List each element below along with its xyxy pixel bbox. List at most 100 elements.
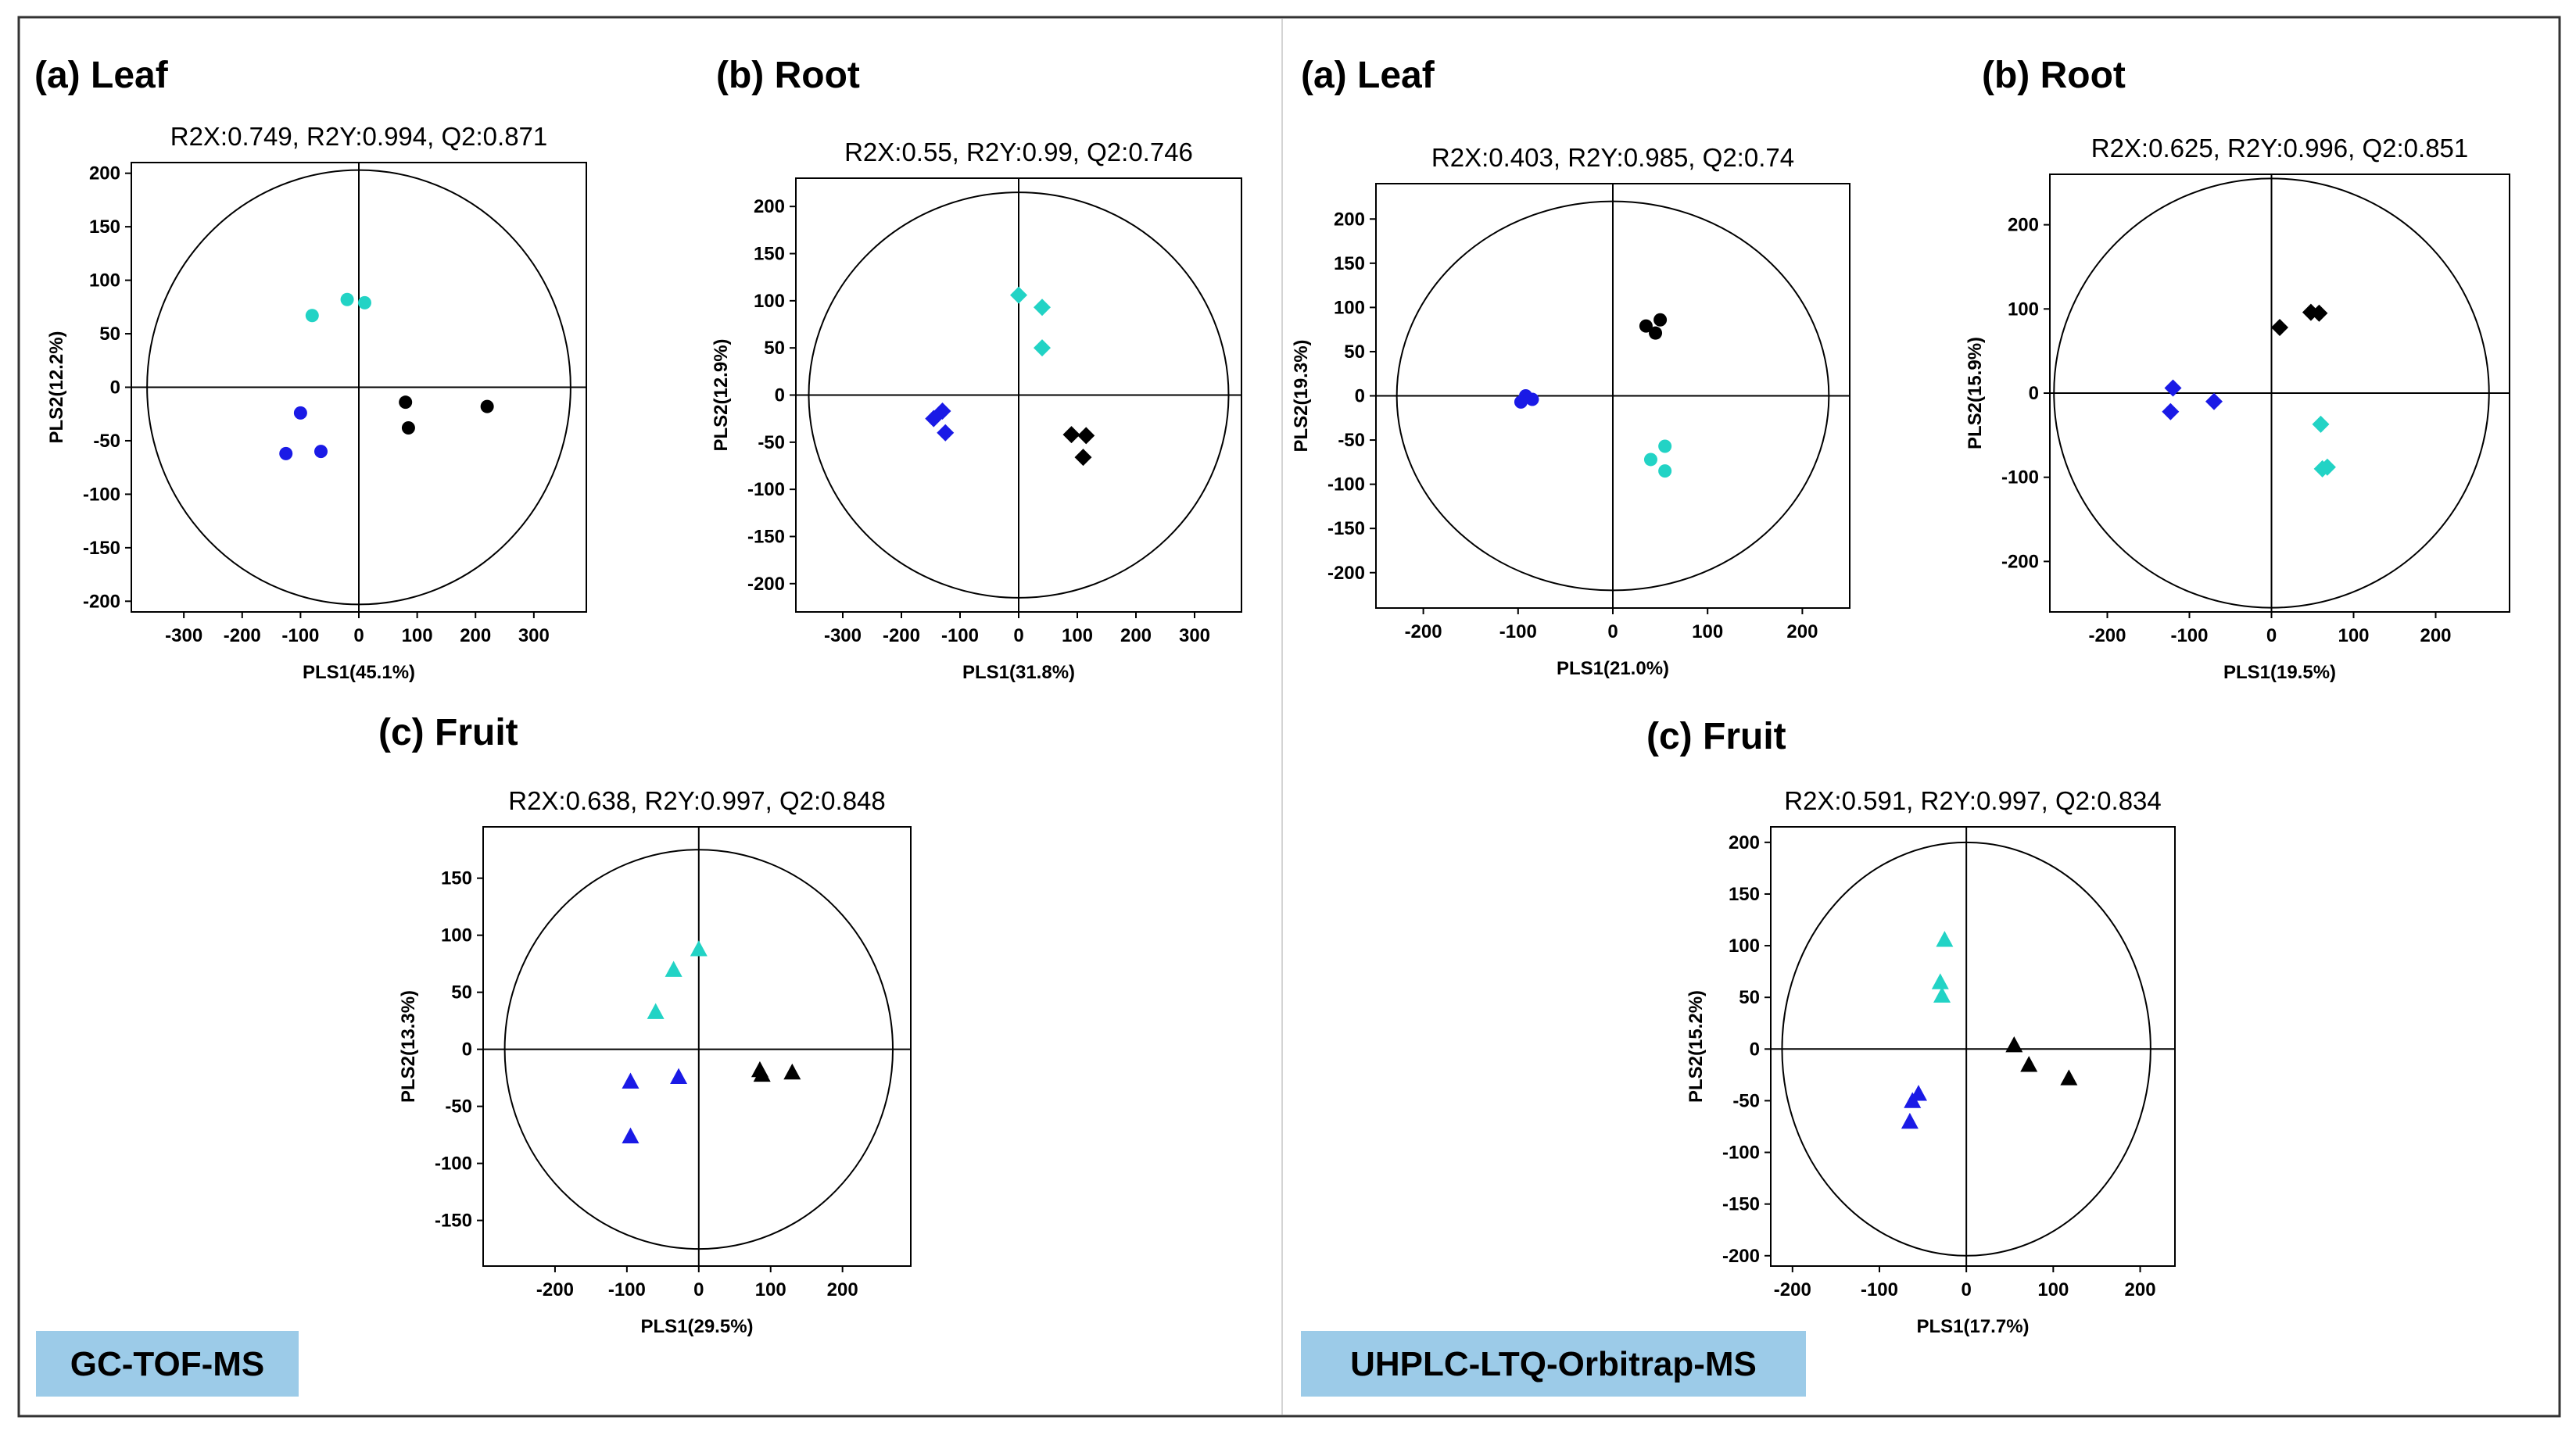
y-tick-label: 150	[754, 244, 785, 265]
y-tick-label: 200	[754, 196, 785, 217]
y-tick-label: 100	[1729, 935, 1760, 957]
data-point-cyan	[305, 309, 319, 323]
y-tick-label: 200	[1334, 209, 1365, 230]
data-point-black	[2271, 319, 2288, 336]
data-point-cyan	[690, 940, 708, 957]
data-point-blue	[1514, 395, 1528, 409]
y-tick-label: 100	[441, 925, 472, 946]
badge-gc-tof-ms-label: GC-TOF-MS	[70, 1345, 265, 1383]
data-point-blue	[1901, 1112, 1919, 1129]
y-tick-label: -150	[1722, 1194, 1760, 1215]
y-tick-label: -150	[435, 1211, 472, 1232]
x-tick-label: -200	[2088, 625, 2126, 646]
data-point-cyan	[647, 1003, 665, 1019]
x-tick-label: 0	[1013, 625, 1023, 646]
data-point-blue	[1525, 392, 1539, 406]
y-tick-label: -200	[83, 591, 120, 612]
x-tick-label: 100	[1062, 625, 1093, 646]
x-tick-label: -200	[224, 625, 261, 646]
x-tick-label: 100	[2338, 625, 2369, 646]
model-stats-title: R2X:0.625, R2Y:0.996, Q2:0.851	[2091, 134, 2469, 163]
data-point-black	[783, 1063, 801, 1080]
confidence-ellipse	[2053, 177, 2490, 609]
y-tick-label: 200	[2008, 215, 2039, 236]
y-tick-label: -50	[445, 1096, 472, 1118]
y-tick-label: 0	[775, 385, 785, 406]
x-tick-label: -100	[281, 625, 319, 646]
data-point-black	[1077, 427, 1095, 445]
y-tick-label: -150	[83, 538, 120, 559]
y-axis-label: PLS2(12.9%)	[711, 338, 732, 451]
data-point-cyan	[1933, 986, 1951, 1003]
x-tick-label: -100	[608, 1279, 646, 1300]
x-tick-label: 200	[460, 625, 491, 646]
y-tick-label: -100	[2001, 467, 2039, 488]
y-tick-label: 200	[89, 163, 120, 184]
x-tick-label: -200	[883, 625, 920, 646]
data-point-black	[401, 421, 415, 435]
y-tick-label: -50	[93, 431, 120, 452]
y-axis-label: PLS2(15.9%)	[1965, 337, 1986, 449]
panel-lc-root: (b) Root R2X:0.625, R2Y:0.996, Q2:0.851 -2…	[1965, 55, 2510, 683]
data-point-cyan	[665, 960, 683, 977]
data-point-cyan	[340, 292, 354, 306]
panel-label: (a) Leaf	[1301, 55, 1435, 96]
data-point-blue	[2205, 392, 2223, 410]
data-point-cyan	[1034, 339, 1051, 357]
y-tick-label: 50	[99, 324, 120, 345]
y-tick-label: -200	[1722, 1246, 1760, 1267]
y-tick-label: -200	[1327, 563, 1365, 584]
plot-frame	[1770, 826, 2176, 1267]
x-axis-label: PLS1(45.1%)	[303, 662, 415, 683]
y-tick-label: -100	[435, 1154, 472, 1175]
x-tick-label: -100	[1861, 1279, 1898, 1300]
y-tick-label: -100	[1722, 1143, 1760, 1164]
data-point-blue	[314, 445, 328, 459]
y-tick-label: 100	[2008, 299, 2039, 320]
panel-lc-leaf: (a) Leaf R2X:0.403, R2Y:0.985, Q2:0.74 -20…	[1291, 55, 1850, 679]
x-tick-label: 300	[1179, 625, 1210, 646]
confidence-ellipse	[1395, 200, 1830, 592]
x-axis-label: PLS1(17.7%)	[1916, 1316, 2029, 1337]
data-point-black	[480, 399, 494, 413]
y-tick-label: -100	[747, 479, 785, 500]
y-tick-label: 50	[451, 982, 472, 1003]
x-axis-label: PLS1(31.8%)	[962, 662, 1075, 683]
data-point-blue	[937, 424, 955, 442]
y-tick-label: 0	[1355, 386, 1365, 407]
data-point-cyan	[1658, 464, 1672, 478]
x-tick-label: 0	[1961, 1279, 1971, 1300]
model-stats-title: R2X:0.403, R2Y:0.985, Q2:0.74	[1431, 143, 1794, 172]
data-point-cyan	[2318, 458, 2336, 476]
data-point-black	[1649, 326, 1663, 340]
data-point-cyan	[1034, 299, 1051, 317]
badge-gc-tof-ms-bg	[36, 1331, 299, 1397]
badge-uhplc-ms: UHPLC-LTQ-Orbitrap-MS	[1301, 1331, 1806, 1397]
y-tick-label: 0	[462, 1039, 472, 1061]
x-tick-label: -300	[165, 625, 202, 646]
panel-label: (b) Root	[1982, 55, 2126, 96]
y-tick-label: 50	[764, 338, 785, 359]
panel-label: (c) Fruit	[1646, 716, 1786, 757]
data-point-blue	[925, 410, 943, 427]
data-point-black	[1639, 319, 1653, 333]
x-tick-label: -200	[1774, 1279, 1811, 1300]
data-point-black	[2310, 304, 2328, 322]
x-tick-label: -200	[536, 1279, 574, 1300]
y-tick-label: -150	[747, 526, 785, 547]
data-point-blue	[2164, 379, 2182, 397]
data-point-cyan	[1931, 973, 1949, 989]
x-tick-label: 0	[1607, 621, 1618, 642]
x-tick-label: 100	[402, 625, 433, 646]
data-point-black	[753, 1065, 771, 1082]
x-tick-label: 200	[2125, 1279, 2156, 1300]
y-tick-label: 150	[89, 216, 120, 238]
confidence-ellipse	[146, 169, 571, 606]
x-tick-label: 0	[353, 625, 364, 646]
x-tick-label: -100	[2170, 625, 2208, 646]
panel-lc-fruit: (c) Fruit R2X:0.591, R2Y:0.997, Q2:0.834 -…	[1646, 716, 2176, 1337]
x-tick-label: 200	[2420, 625, 2451, 646]
